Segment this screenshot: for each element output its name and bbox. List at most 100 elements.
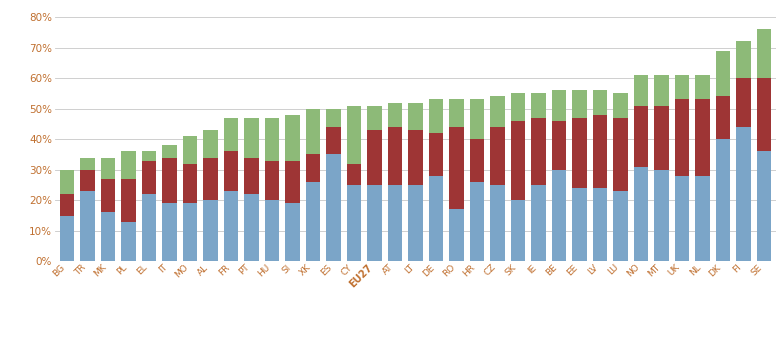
- Bar: [633, 106, 648, 167]
- Bar: [388, 185, 402, 261]
- Bar: [716, 50, 730, 97]
- Bar: [654, 170, 669, 261]
- Bar: [654, 106, 669, 170]
- Bar: [81, 158, 95, 170]
- Bar: [675, 99, 689, 176]
- Bar: [326, 154, 341, 261]
- Bar: [368, 106, 382, 130]
- Bar: [224, 151, 238, 191]
- Bar: [511, 121, 525, 200]
- Bar: [470, 99, 485, 139]
- Bar: [593, 188, 607, 261]
- Bar: [285, 160, 299, 203]
- Bar: [675, 75, 689, 99]
- Bar: [449, 99, 463, 127]
- Bar: [552, 90, 566, 121]
- Bar: [470, 182, 485, 261]
- Bar: [572, 188, 586, 261]
- Bar: [572, 118, 586, 188]
- Bar: [306, 154, 320, 182]
- Bar: [245, 118, 259, 158]
- Bar: [285, 203, 299, 261]
- Bar: [572, 90, 586, 118]
- Bar: [675, 176, 689, 261]
- Bar: [490, 127, 505, 185]
- Bar: [511, 93, 525, 121]
- Bar: [368, 185, 382, 261]
- Bar: [101, 179, 115, 212]
- Bar: [736, 41, 750, 78]
- Bar: [81, 191, 95, 261]
- Bar: [388, 102, 402, 127]
- Bar: [60, 216, 74, 261]
- Bar: [326, 127, 341, 154]
- Bar: [429, 99, 443, 133]
- Bar: [736, 127, 750, 261]
- Bar: [60, 170, 74, 194]
- Bar: [306, 109, 320, 154]
- Bar: [245, 158, 259, 194]
- Bar: [122, 151, 136, 179]
- Bar: [101, 212, 115, 261]
- Bar: [368, 130, 382, 185]
- Bar: [408, 130, 423, 185]
- Bar: [245, 194, 259, 261]
- Bar: [695, 75, 710, 99]
- Bar: [757, 78, 771, 151]
- Bar: [224, 118, 238, 151]
- Bar: [490, 185, 505, 261]
- Bar: [757, 29, 771, 78]
- Bar: [552, 121, 566, 170]
- Bar: [183, 203, 198, 261]
- Bar: [633, 75, 648, 106]
- Bar: [142, 151, 156, 160]
- Bar: [613, 93, 628, 118]
- Bar: [122, 179, 136, 222]
- Bar: [695, 99, 710, 176]
- Bar: [593, 115, 607, 188]
- Bar: [265, 118, 279, 160]
- Bar: [388, 127, 402, 185]
- Bar: [408, 102, 423, 130]
- Bar: [532, 93, 546, 118]
- Bar: [265, 160, 279, 200]
- Bar: [60, 194, 74, 216]
- Bar: [449, 209, 463, 261]
- Bar: [347, 164, 361, 185]
- Legend: both, new processes or technology only, restructuring or reorganisation only: both, new processes or technology only, …: [178, 362, 653, 363]
- Bar: [142, 194, 156, 261]
- Bar: [285, 115, 299, 160]
- Bar: [203, 200, 218, 261]
- Bar: [633, 167, 648, 261]
- Bar: [81, 170, 95, 191]
- Bar: [162, 145, 177, 158]
- Bar: [162, 203, 177, 261]
- Bar: [265, 200, 279, 261]
- Bar: [347, 185, 361, 261]
- Bar: [593, 90, 607, 115]
- Bar: [490, 97, 505, 127]
- Bar: [408, 185, 423, 261]
- Bar: [203, 130, 218, 158]
- Bar: [429, 176, 443, 261]
- Bar: [511, 200, 525, 261]
- Bar: [122, 222, 136, 261]
- Bar: [552, 170, 566, 261]
- Bar: [183, 164, 198, 203]
- Bar: [532, 185, 546, 261]
- Bar: [613, 118, 628, 191]
- Bar: [757, 151, 771, 261]
- Bar: [654, 75, 669, 106]
- Bar: [101, 158, 115, 179]
- Bar: [470, 139, 485, 182]
- Bar: [716, 97, 730, 139]
- Bar: [347, 106, 361, 164]
- Bar: [203, 158, 218, 200]
- Bar: [162, 158, 177, 203]
- Bar: [142, 160, 156, 194]
- Bar: [695, 176, 710, 261]
- Bar: [429, 133, 443, 176]
- Bar: [736, 78, 750, 127]
- Bar: [613, 191, 628, 261]
- Bar: [532, 118, 546, 185]
